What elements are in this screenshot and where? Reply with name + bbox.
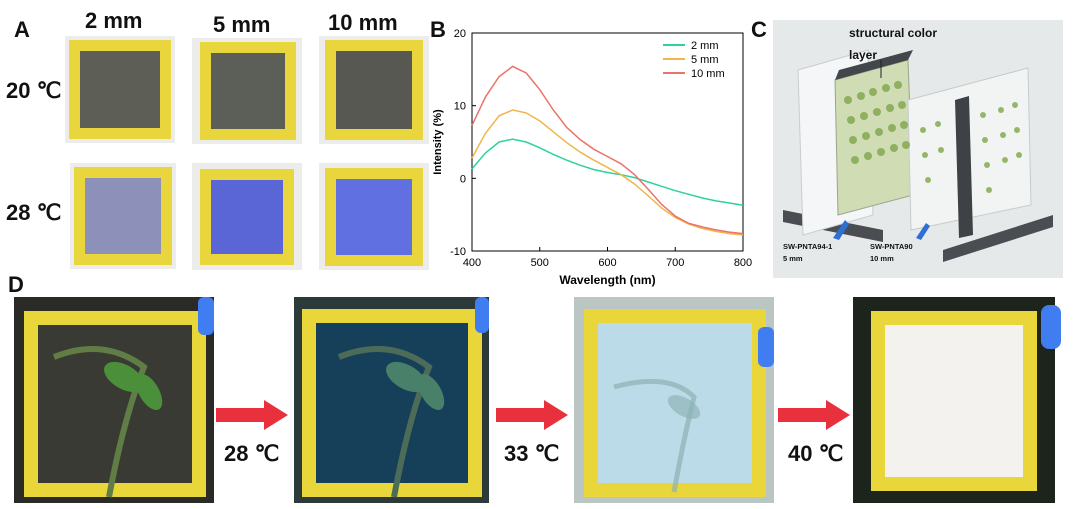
sample-photo-10mm-20c <box>319 36 429 144</box>
y-tick-label: 10 <box>454 101 466 113</box>
structure-illustration: structural color layer SW-PNTA94-1 5 mm … <box>773 20 1063 278</box>
row-label-20c: 20 ℃ <box>6 78 62 103</box>
column-label-2mm: 2 mm <box>85 8 143 33</box>
series-line-5mm <box>471 109 744 236</box>
legend-entry: 10 mm <box>691 68 725 80</box>
x-tick-label: 600 <box>598 257 616 269</box>
glass-edge-right <box>955 96 973 238</box>
legend-entry: 2 mm <box>691 40 719 52</box>
plant-photo-33c <box>574 297 774 503</box>
slab-top-edge <box>835 50 913 80</box>
spectrum-chart: 400 500 600 700 800 -10 0 10 20 Wavelength (nm) In… <box>432 28 752 287</box>
temp-label-33c: 33 ℃ <box>504 441 560 466</box>
base-rail-right <box>943 215 1053 262</box>
sample-label-left-thickness: 5 mm <box>783 254 803 263</box>
particle-dots <box>844 81 1022 193</box>
panel-label-b: B <box>430 17 446 42</box>
y-tick-label: -10 <box>450 246 466 258</box>
panel-label-d: D <box>8 272 24 297</box>
column-label-5mm: 5 mm <box>213 12 271 37</box>
x-tick-label: 800 <box>734 257 752 269</box>
sample-label-right-thickness: 10 mm <box>870 254 894 263</box>
glove-icon <box>198 297 214 335</box>
sample-photo-5mm-28c <box>192 163 302 270</box>
arrow-icon-3 <box>778 400 850 430</box>
plant-photo-28c <box>294 297 489 503</box>
sample-photo-5mm-20c <box>192 38 302 144</box>
x-axis-label: Wavelength (nm) <box>559 273 655 287</box>
arrow-icon-1 <box>216 400 288 430</box>
plant-photo-initial <box>14 297 214 503</box>
x-tick-label: 500 <box>531 257 549 269</box>
series-line-10mm <box>471 65 744 235</box>
x-tick-label: 700 <box>666 257 684 269</box>
series-line-2mm <box>471 138 744 206</box>
plant-leaf-icon <box>613 378 701 493</box>
sample-photo-2mm-20c <box>65 36 175 143</box>
temp-label-28c: 28 ℃ <box>224 441 280 466</box>
y-tick-label: 0 <box>460 173 466 185</box>
sample-photo-2mm-28c <box>70 163 176 269</box>
y-tick-label: 20 <box>454 28 466 40</box>
plant-leaf-icon <box>337 346 445 498</box>
glove-icon <box>475 297 489 333</box>
legend-entry: 5 mm <box>691 54 719 66</box>
blue-arrows <box>833 220 930 240</box>
sample-label-left-name: SW-PNTA94-1 <box>783 242 833 251</box>
sample-label-right-name: SW-PNTA90 <box>870 242 913 251</box>
plant-leaf-icon <box>52 346 163 498</box>
x-tick-label: 400 <box>463 257 481 269</box>
glove-icon <box>1041 305 1061 349</box>
sample-photo-10mm-28c <box>319 163 429 270</box>
column-label-10mm: 10 mm <box>328 10 398 35</box>
temp-label-40c: 40 ℃ <box>788 441 844 466</box>
glove-icon <box>758 327 774 367</box>
layer-label-line2: layer <box>849 48 878 62</box>
panel-label-a: A <box>14 17 30 42</box>
arrow-icon-2 <box>496 400 568 430</box>
row-label-28c: 28 ℃ <box>6 200 62 225</box>
plant-photo-40c <box>853 297 1061 503</box>
y-axis-label: Intensity (%) <box>432 109 444 175</box>
layer-label-line1: structural color <box>849 26 938 40</box>
panel-label-c: C <box>751 17 767 42</box>
